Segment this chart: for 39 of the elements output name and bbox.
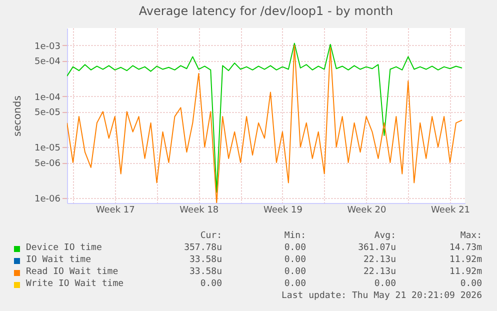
x-tick-label: Week 20 — [347, 206, 386, 216]
text: 22.13u — [363, 267, 396, 277]
text: 11.92m — [449, 267, 482, 277]
text: 0.00 — [460, 279, 482, 289]
y-tick-label: 5e-06 — [34, 159, 61, 170]
x-tick-label: Week 19 — [263, 206, 303, 216]
text: 22.13u — [363, 255, 396, 265]
legend-label: Write IO Wait time — [26, 279, 124, 289]
x-tick-label: Week 17 — [96, 206, 135, 216]
text: Avg: — [374, 231, 396, 241]
legend-label: IO Wait time — [26, 255, 92, 265]
text: 357.78u — [184, 243, 222, 253]
y-tick-label: 1e-03 — [34, 42, 60, 52]
chart-title: Average latency for /dev/loop1 - by month — [138, 4, 394, 18]
text: Min: — [284, 231, 306, 241]
text: 361.07u — [358, 243, 396, 253]
text: 33.58u — [189, 255, 222, 265]
text: 33.58u — [189, 267, 222, 277]
y-tick-label: 1e-04 — [34, 92, 61, 103]
y-tick-label: 1e-06 — [34, 194, 61, 205]
x-tick-label: Week 18 — [180, 206, 219, 216]
text: Cur: — [200, 231, 222, 241]
legend-label: Read IO Wait time — [26, 267, 118, 277]
legend-label: Device IO time — [26, 243, 102, 253]
text: Last update: Thu May 21 20:21:09 2026 — [282, 291, 482, 301]
text: 0.00 — [284, 255, 306, 265]
text: Max: — [460, 231, 482, 241]
text: 0.00 — [284, 267, 306, 277]
text: 0.00 — [284, 279, 306, 289]
x-tick-label: Week 21 — [431, 206, 470, 216]
y-tick-label: 5e-04 — [34, 57, 61, 68]
y-tick-label: 5e-05 — [34, 108, 60, 118]
text: 14.73m — [449, 243, 482, 253]
text: 0.00 — [374, 279, 396, 289]
y-axis-title: seconds — [12, 96, 24, 136]
text: 0.00 — [284, 243, 306, 253]
text: 0.00 — [200, 279, 222, 289]
text: 11.92m — [449, 255, 482, 265]
y-tick-label: 1e-05 — [34, 144, 60, 154]
